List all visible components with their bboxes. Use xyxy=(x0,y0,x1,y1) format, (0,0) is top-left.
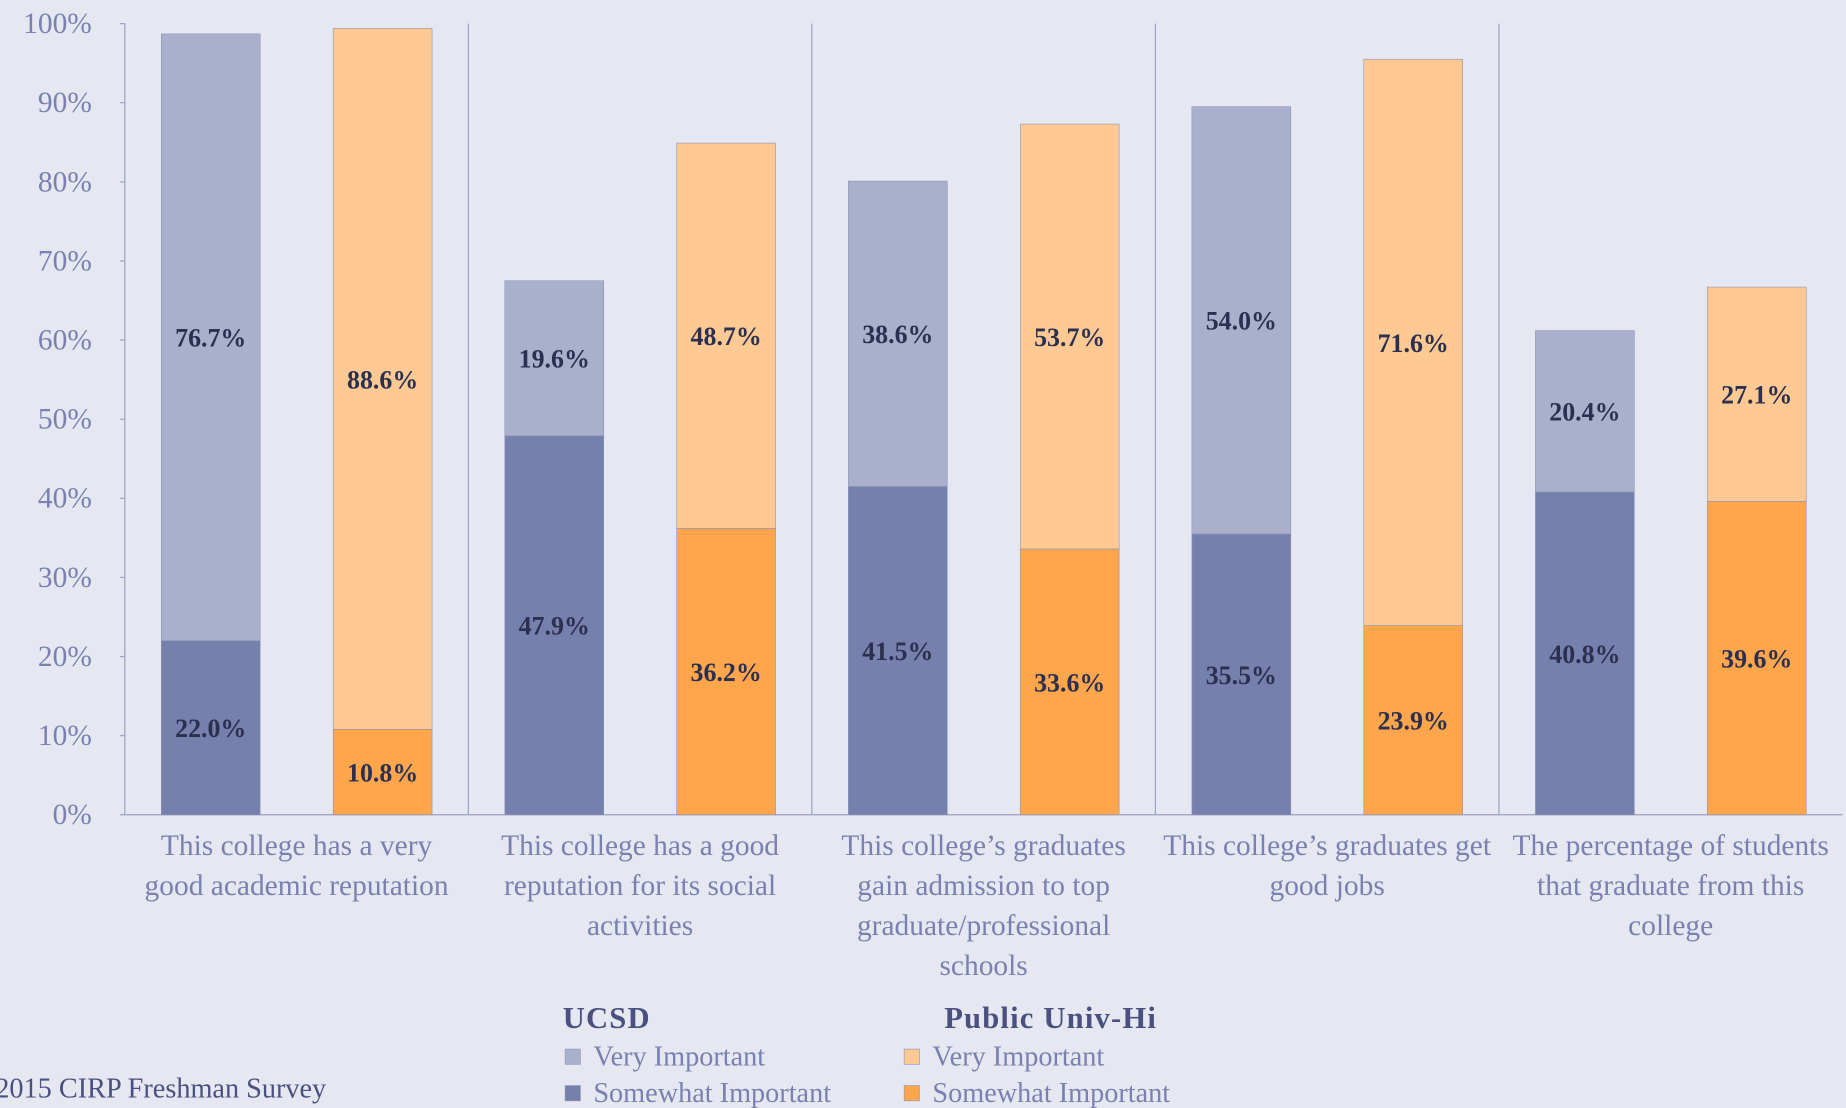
bar-segment xyxy=(332,28,433,730)
value-label: 38.6% xyxy=(862,320,933,349)
legend-label: Very Important xyxy=(932,1042,1104,1073)
x-tick-label: This college’s graduates gain admission … xyxy=(841,830,1126,982)
bar-segment xyxy=(848,486,948,816)
x-tick-label: This college has a very good academic re… xyxy=(144,830,449,902)
value-label: 36.2% xyxy=(691,658,762,687)
y-tick-label: 10% xyxy=(38,720,92,752)
bar-segment xyxy=(504,280,605,437)
bar-segment xyxy=(160,640,261,816)
value-label: 76.7% xyxy=(175,324,246,353)
value-label: 35.5% xyxy=(1206,661,1277,690)
value-label: 88.6% xyxy=(347,365,418,394)
y-tick-label: 70% xyxy=(38,245,92,277)
x-label-box: This college’s graduates get good jobs xyxy=(1163,830,1492,902)
bar-segment xyxy=(1191,106,1292,535)
bar-segment xyxy=(1535,491,1635,816)
bar-segment xyxy=(676,528,776,816)
y-tick-label: 30% xyxy=(38,562,92,594)
x-tick-label: This college’s graduates get good jobs xyxy=(1163,830,1492,902)
y-tick-label: 80% xyxy=(38,166,92,198)
x-tick-label: The percentage of students that graduate… xyxy=(1512,830,1829,942)
legend-label: Somewhat Important xyxy=(593,1078,831,1108)
x-label-box: The percentage of students that graduate… xyxy=(1512,830,1829,942)
y-tick-label: 60% xyxy=(38,325,92,357)
value-label: 71.6% xyxy=(1378,329,1449,358)
bar-segment xyxy=(1363,625,1463,816)
x-label-box: This college has a very good academic re… xyxy=(144,830,449,902)
y-tick-label: 100% xyxy=(23,8,92,40)
value-label: 20.4% xyxy=(1549,398,1620,427)
y-tick-label: 50% xyxy=(38,404,92,436)
value-label: 41.5% xyxy=(862,637,933,666)
y-tick-label: 40% xyxy=(38,483,92,515)
x-tick-label: This college has a good reputation for i… xyxy=(501,830,780,942)
value-label: 39.6% xyxy=(1721,645,1792,674)
x-label-box: This college’s graduates gain admission … xyxy=(841,830,1126,982)
value-label: 54.0% xyxy=(1206,307,1277,336)
y-tick-label: 0% xyxy=(53,799,92,831)
bar-segment xyxy=(332,729,433,816)
y-tick-label: 20% xyxy=(38,641,92,673)
value-label: 48.7% xyxy=(691,322,762,351)
value-label: 22.0% xyxy=(175,714,246,743)
bar-segment xyxy=(1019,123,1120,550)
bar-segment xyxy=(1707,501,1807,816)
legend-swatch xyxy=(903,1048,920,1065)
bar-segment xyxy=(504,435,605,816)
legend-swatch xyxy=(903,1085,920,1102)
legend-label: Very Important xyxy=(593,1042,765,1073)
y-tick-label: 90% xyxy=(38,87,92,119)
legend-swatch xyxy=(564,1048,581,1065)
value-label: 19.6% xyxy=(519,345,590,374)
bar-segment xyxy=(160,33,261,642)
value-label: 47.9% xyxy=(519,612,590,641)
bar-segment xyxy=(1535,330,1635,493)
value-label: 33.6% xyxy=(1034,668,1105,697)
legend-header: Public Univ-Hi xyxy=(944,1001,1157,1035)
bar-segment xyxy=(848,180,948,487)
legend-label: Somewhat Important xyxy=(932,1078,1170,1108)
x-label-box: This college has a good reputation for i… xyxy=(501,830,780,942)
bar-segment xyxy=(1707,286,1807,502)
value-label: 40.8% xyxy=(1549,640,1620,669)
value-label: 23.9% xyxy=(1378,707,1449,736)
legend-swatch xyxy=(564,1085,581,1102)
value-label: 27.1% xyxy=(1721,381,1792,410)
value-label: 10.8% xyxy=(347,758,418,787)
bar-segment xyxy=(1363,58,1463,626)
bar-segment xyxy=(1019,548,1120,816)
legend-header: UCSD xyxy=(563,1001,651,1035)
value-label: 53.7% xyxy=(1034,323,1105,352)
bar-segment xyxy=(1191,533,1292,816)
source-note: 2015 CIRP Freshman Survey xyxy=(0,1073,327,1104)
bar-segment xyxy=(676,142,776,529)
